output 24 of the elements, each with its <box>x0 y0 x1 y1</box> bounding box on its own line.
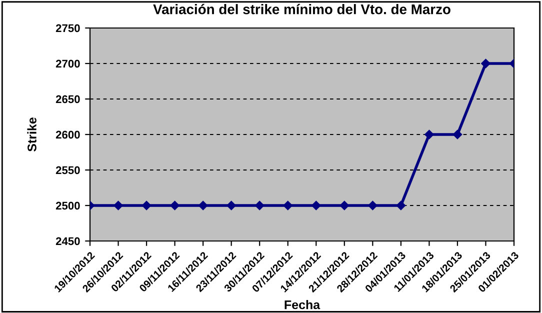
point <box>396 200 406 210</box>
point <box>312 200 321 210</box>
y-axis-title: Strike <box>27 118 36 152</box>
y-tick-label: 2600 <box>56 130 80 139</box>
x-axis-title: Fecha <box>284 300 320 310</box>
point <box>198 200 208 210</box>
point <box>340 200 350 210</box>
point <box>142 200 152 210</box>
y-tick-label: 2650 <box>56 95 80 104</box>
y-tick-label: 2500 <box>56 202 80 210</box>
y-tick-label: 2700 <box>56 60 80 68</box>
point <box>283 200 292 210</box>
point <box>452 130 462 140</box>
point <box>170 200 180 210</box>
point <box>368 200 378 210</box>
chart-title: Variación del strike mínimo del Vto. de Marzo <box>153 4 450 14</box>
point <box>424 130 434 140</box>
point <box>114 200 123 210</box>
point <box>226 200 236 210</box>
y-tick-label: 2550 <box>56 166 80 174</box>
point <box>254 200 264 210</box>
y-tick-label: 2750 <box>56 24 80 32</box>
y-tick-label: 2450 <box>56 237 80 246</box>
point <box>481 58 490 68</box>
